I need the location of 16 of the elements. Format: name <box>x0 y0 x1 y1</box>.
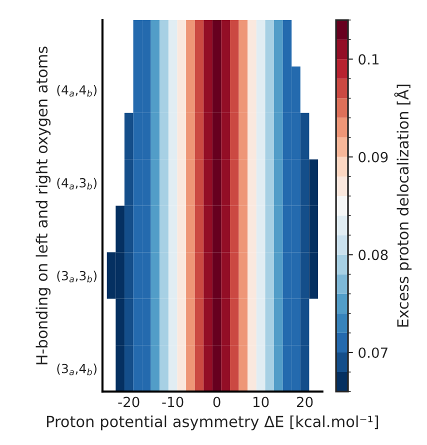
x-tick-label: 0 <box>213 396 220 408</box>
color-bar-label: 0.1 <box>358 54 379 65</box>
y-tick-label: (4$_{a}$,3$_{b}$) <box>57 178 97 190</box>
color-bar-label: 0.09 <box>358 152 388 162</box>
x-axis-title: Proton potential asymmetry ΔE [kcal.mol⁻¹] <box>46 415 378 430</box>
x-tick-label: 20 <box>296 396 313 408</box>
color-bar-label: 0.07 <box>358 347 388 358</box>
x-tick-label: -10 <box>162 396 184 408</box>
x-tick-label: 10 <box>254 396 269 408</box>
color-bar-title: Excess proton delocalization [Å] <box>394 84 412 327</box>
y-tick-label: (4$_{a}$,4$_{b}$) <box>57 84 97 97</box>
x-tick-label: -20 <box>118 396 140 408</box>
y-tick-label: (3$_{a}$,3$_{b}$) <box>57 270 97 282</box>
y-axis-title: H-bonding on left and right oxygen atoms <box>36 46 51 364</box>
color-bar-label: 0.08 <box>358 250 388 260</box>
y-tick-label: (3$_{a}$,4$_{b}$) <box>57 364 97 376</box>
